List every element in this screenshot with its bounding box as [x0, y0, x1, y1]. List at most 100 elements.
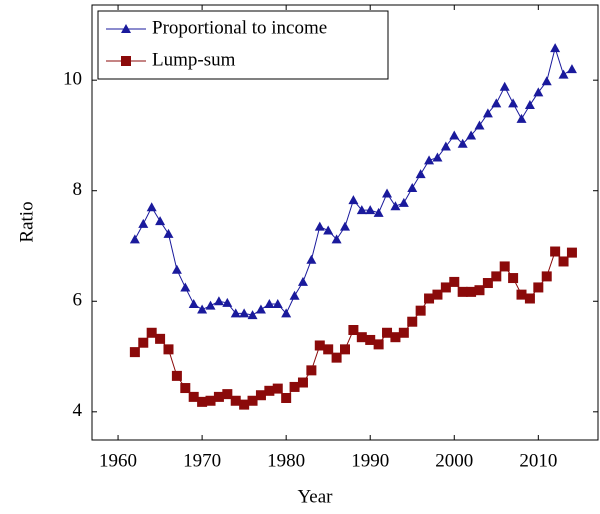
- marker: [129, 347, 140, 358]
- marker: [180, 282, 191, 292]
- marker: [541, 271, 552, 282]
- marker: [516, 113, 527, 123]
- marker: [466, 130, 477, 140]
- marker: [247, 395, 258, 406]
- marker: [163, 228, 174, 238]
- marker: [340, 221, 350, 231]
- marker: [474, 120, 485, 130]
- marker: [491, 98, 502, 108]
- legend-label: Proportional to income: [152, 17, 327, 38]
- marker: [365, 205, 376, 215]
- marker: [155, 333, 166, 344]
- marker: [213, 296, 224, 306]
- marker: [171, 264, 182, 274]
- marker: [272, 299, 283, 309]
- marker: [382, 188, 393, 198]
- marker: [348, 195, 359, 205]
- marker: [255, 304, 266, 314]
- marker: [197, 304, 208, 314]
- marker: [533, 282, 544, 293]
- marker: [121, 56, 131, 66]
- marker: [188, 299, 199, 309]
- marker: [432, 152, 443, 162]
- marker: [499, 261, 510, 272]
- marker: [524, 100, 535, 110]
- marker: [558, 256, 569, 267]
- marker: [432, 289, 443, 300]
- marker: [297, 377, 308, 388]
- marker: [163, 344, 174, 355]
- marker: [213, 391, 224, 402]
- marker: [331, 234, 342, 244]
- marker: [314, 221, 325, 231]
- marker: [424, 293, 435, 304]
- marker: [407, 316, 418, 327]
- marker: [440, 141, 451, 151]
- marker: [466, 286, 477, 297]
- y-tick-label: 10: [63, 69, 82, 90]
- marker: [289, 381, 300, 392]
- marker: [348, 325, 359, 336]
- marker: [524, 293, 535, 304]
- marker: [482, 278, 493, 289]
- marker: [373, 207, 384, 217]
- marker: [146, 202, 157, 212]
- marker: [272, 383, 283, 394]
- marker: [356, 332, 367, 343]
- marker: [281, 392, 292, 403]
- marker: [382, 327, 393, 338]
- marker: [415, 169, 426, 179]
- marker: [188, 391, 199, 402]
- marker: [306, 365, 317, 376]
- marker: [440, 282, 451, 293]
- marker: [297, 276, 308, 286]
- marker: [306, 254, 317, 264]
- marker: [197, 396, 208, 407]
- marker: [281, 308, 292, 318]
- x-tick-label: 1970: [183, 450, 221, 471]
- marker: [255, 390, 266, 401]
- marker: [323, 225, 334, 235]
- marker: [390, 201, 401, 211]
- marker: [340, 344, 350, 355]
- marker: [566, 64, 577, 74]
- marker: [314, 340, 325, 351]
- marker: [566, 247, 577, 258]
- x-tick-label: 2000: [435, 450, 473, 471]
- marker: [508, 98, 519, 108]
- marker: [289, 290, 300, 300]
- marker: [247, 310, 258, 320]
- marker: [491, 271, 502, 282]
- x-axis-label: Year: [297, 486, 333, 507]
- marker: [373, 339, 384, 350]
- marker: [482, 108, 493, 118]
- x-tick-label: 1980: [267, 450, 305, 471]
- marker: [264, 299, 275, 309]
- marker: [390, 332, 401, 343]
- marker: [129, 234, 140, 244]
- marker: [398, 327, 409, 338]
- marker: [508, 273, 519, 284]
- marker: [138, 218, 149, 228]
- marker: [155, 216, 166, 226]
- legend-box: [97, 10, 389, 80]
- marker: [222, 297, 233, 307]
- y-tick-label: 4: [73, 400, 83, 421]
- marker: [516, 289, 527, 300]
- marker: [424, 155, 435, 165]
- marker: [323, 344, 334, 355]
- x-tick-label: 1960: [99, 450, 137, 471]
- marker: [457, 138, 468, 148]
- plot-frame: [91, 4, 599, 441]
- marker: [407, 182, 418, 192]
- marker: [205, 395, 216, 406]
- marker: [457, 286, 468, 297]
- marker: [121, 24, 131, 33]
- marker: [533, 87, 544, 97]
- legend-label: Lump-sum: [152, 49, 236, 70]
- marker: [205, 300, 216, 310]
- x-tick-label: 1990: [351, 450, 389, 471]
- marker: [398, 197, 409, 207]
- marker: [239, 399, 250, 410]
